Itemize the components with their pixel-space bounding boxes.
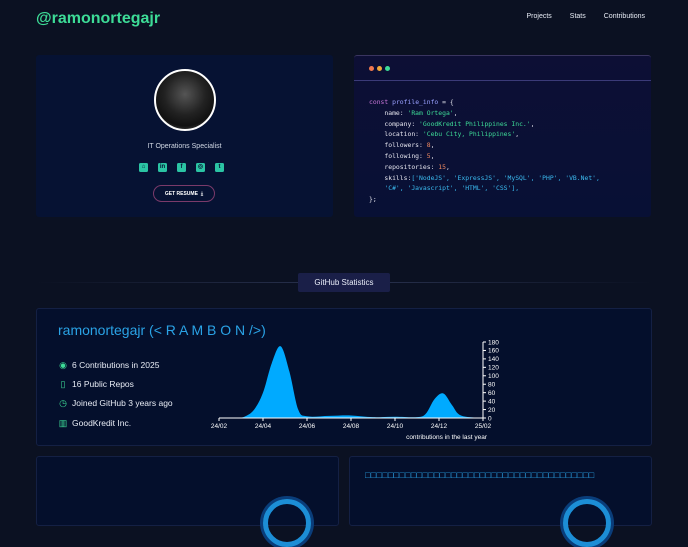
stat-contributions: ◉ 6 Contributions in 2025 xyxy=(59,359,160,370)
clock-icon: ◷ xyxy=(59,398,67,409)
profile-card: IT Operations Specialist ⌂ in f ◎ t GET … xyxy=(36,55,333,217)
stat-company: ▥ GoodKredit Inc. xyxy=(58,417,132,428)
streak-ring xyxy=(563,499,611,547)
avatar xyxy=(154,69,216,131)
window-dots xyxy=(369,66,390,71)
instagram-icon[interactable]: ◎ xyxy=(196,163,205,172)
rank-ring xyxy=(263,499,311,547)
top-nav: Projects Stats Contributions xyxy=(527,13,646,20)
social-links: ⌂ in f ◎ t xyxy=(139,163,224,172)
repo-icon: ▯ xyxy=(60,378,66,389)
stat-repos: ▯ 16 Public Repos xyxy=(58,374,173,393)
github-icon[interactable]: ⌂ xyxy=(139,163,148,172)
github-name: ramonortegajr (< R A M B O N />) xyxy=(58,322,266,338)
code-window: const profile_info = { name: 'Ram Ortega… xyxy=(354,55,651,217)
get-resume-button[interactable]: GET RESUME ⤓ xyxy=(153,185,215,202)
profile-role: IT Operations Specialist xyxy=(147,143,222,150)
card-title: □□□□□□□□□□□□□□□□□□□□□□□□□□□□□□□□□□□□□□□□ xyxy=(365,470,595,480)
site-logo[interactable]: @ramonortegajr xyxy=(36,10,161,27)
stats-card-right: □□□□□□□□□□□□□□□□□□□□□□□□□□□□□□□□□□□□□□□□ xyxy=(349,456,652,547)
section-title: GitHub Statistics xyxy=(298,273,390,292)
facebook-icon[interactable]: f xyxy=(177,163,186,172)
stats-list: ◉ 6 Contributions in 2025 ▯ 16 Public Repo… xyxy=(58,355,173,432)
stat-joined: ◷ Joined GitHub 3 years ago xyxy=(59,398,173,409)
nav-contributions[interactable]: Contributions xyxy=(603,13,645,20)
github-icon: ◉ xyxy=(59,359,67,370)
nav-projects[interactable]: Projects xyxy=(526,13,552,20)
linkedin-icon[interactable]: in xyxy=(158,163,167,172)
twitter-icon[interactable]: t xyxy=(215,163,224,172)
dot-red xyxy=(369,66,374,71)
code-divider xyxy=(354,80,651,81)
nav-stats[interactable]: Stats xyxy=(569,13,586,20)
building-icon: ▥ xyxy=(58,417,68,428)
stats-card-left xyxy=(36,456,339,547)
dot-yellow xyxy=(377,66,382,71)
resume-label: GET RESUME xyxy=(164,190,198,197)
dot-green xyxy=(385,66,390,71)
download-icon: ⤓ xyxy=(200,190,204,197)
github-stats-card: ramonortegajr (< R A M B O N />) ◉ 6 Cont… xyxy=(36,308,652,446)
code-block: const profile_info = { name: 'Ram Ortega… xyxy=(369,98,600,204)
